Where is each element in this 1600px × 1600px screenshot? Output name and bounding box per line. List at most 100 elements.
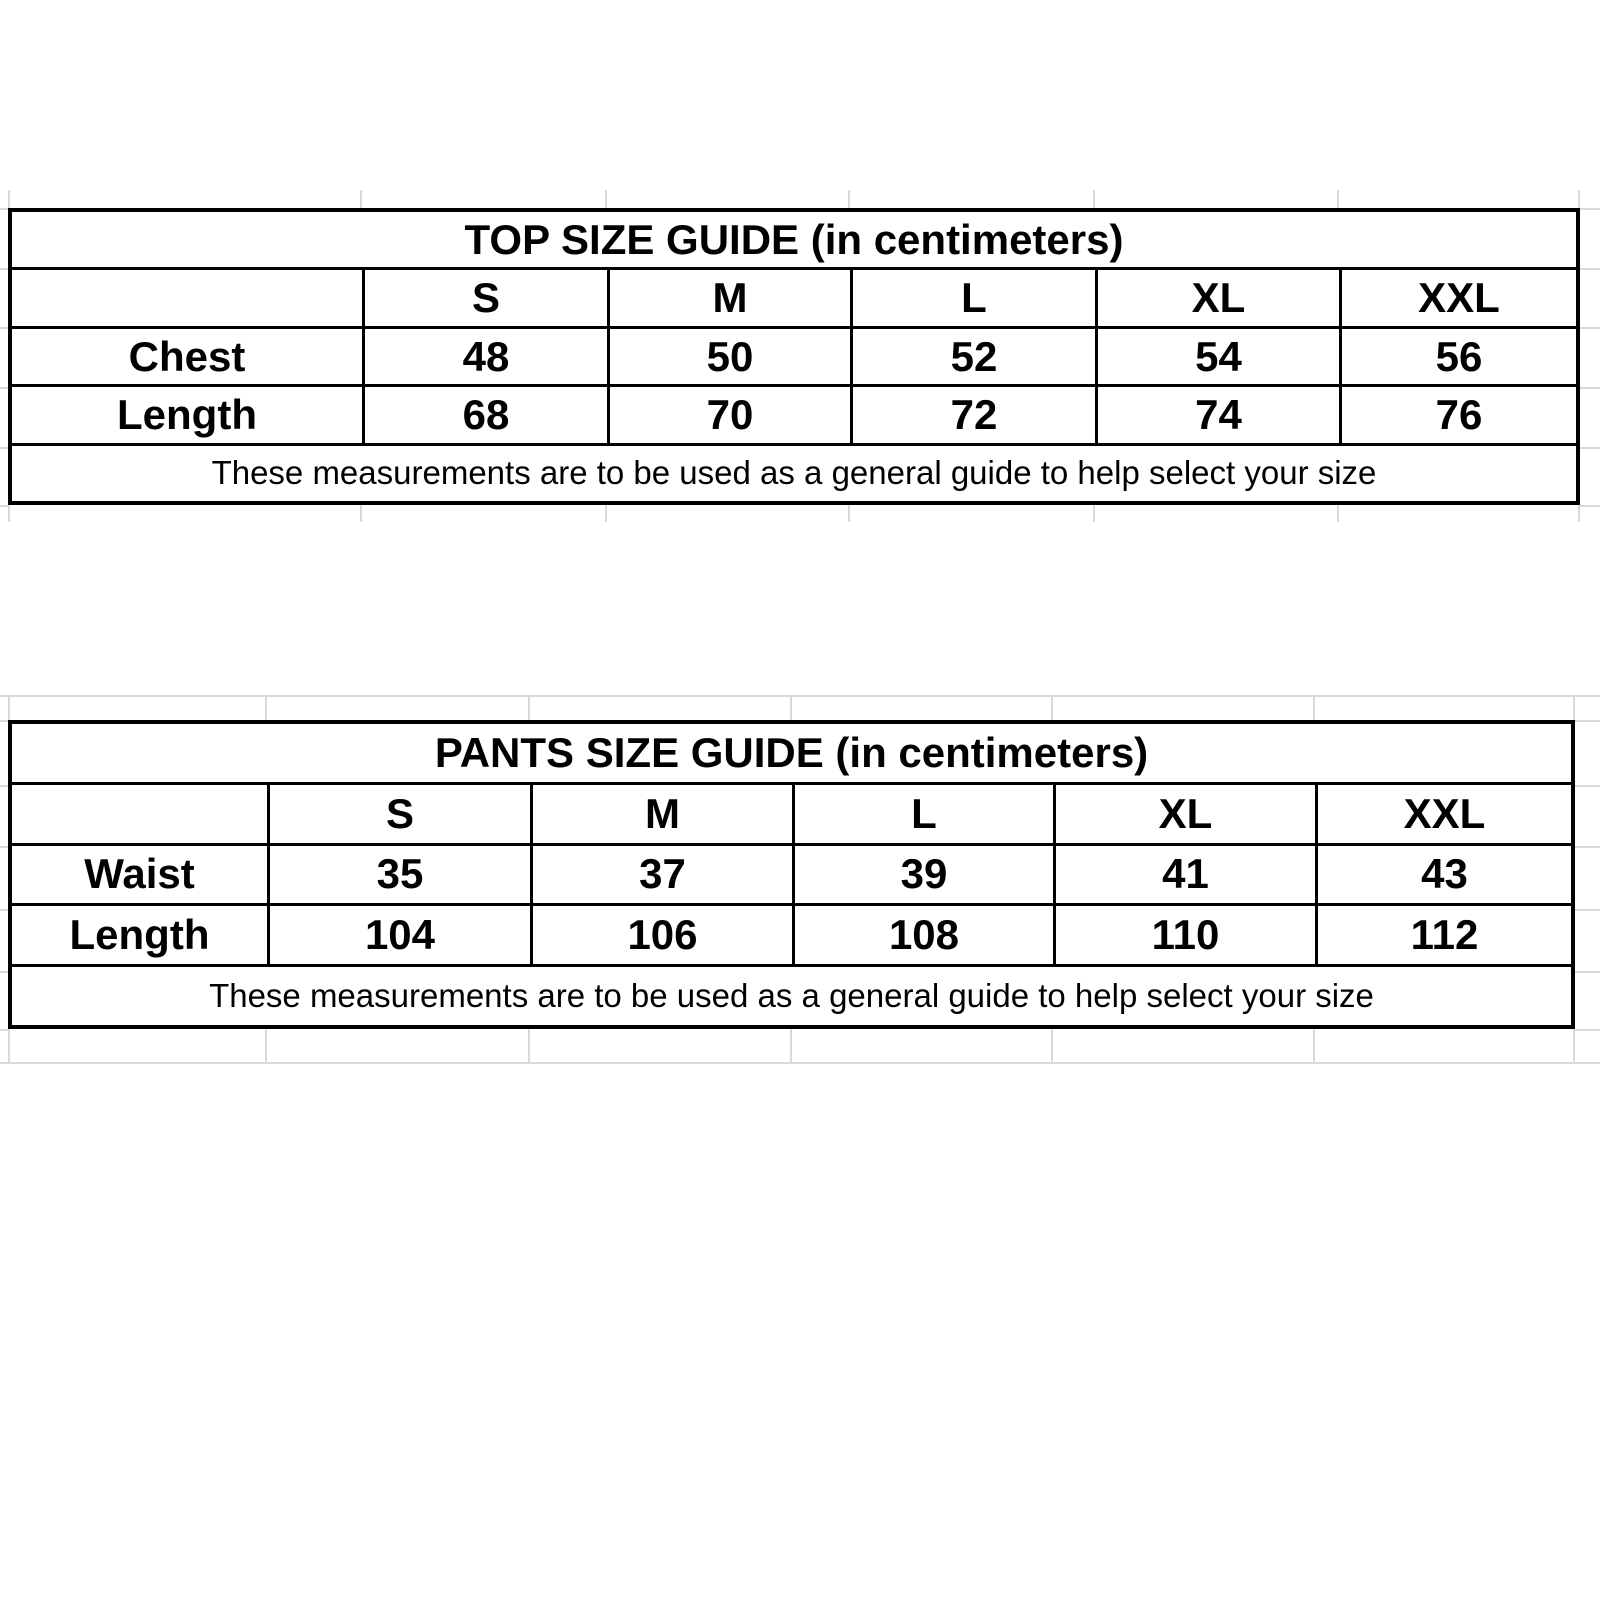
gridline — [1573, 1029, 1575, 1063]
gridline — [790, 695, 792, 722]
gridline — [1575, 909, 1600, 911]
gridline — [1573, 695, 1575, 722]
table-row-chest: Chest 48 50 52 54 56 — [12, 325, 1576, 385]
table-title-row: PANTS SIZE GUIDE (in centimeters) — [12, 724, 1571, 782]
gridline — [1313, 695, 1315, 722]
size-value-cell: 106 — [530, 906, 792, 965]
gridline — [1578, 190, 1580, 208]
gridline — [360, 190, 362, 208]
table-footnote-row: These measurements are to be used as a g… — [12, 442, 1576, 501]
size-value-cell: 70 — [607, 387, 850, 443]
gridline — [265, 1029, 267, 1063]
table-title: PANTS SIZE GUIDE (in centimeters) — [434, 728, 1149, 776]
size-value-cell: 112 — [1315, 906, 1571, 965]
gridline — [528, 695, 530, 722]
size-value-cell: 110 — [1053, 906, 1315, 965]
top-size-table: TOP SIZE GUIDE (in centimeters) S M L XL… — [8, 208, 1580, 505]
gridline — [1575, 785, 1600, 787]
gridline — [265, 695, 267, 722]
gridline — [360, 505, 362, 522]
gridline — [0, 909, 8, 911]
size-value-cell: 54 — [1095, 328, 1339, 385]
table-title: TOP SIZE GUIDE (in centimeters) — [464, 215, 1124, 263]
size-column-header-xxl: XXL — [1315, 784, 1571, 843]
gridline — [1578, 505, 1580, 522]
size-value-cell: 35 — [267, 845, 530, 904]
size-value-cell: 56 — [1339, 328, 1576, 385]
gridline — [0, 846, 8, 848]
gridline — [0, 971, 8, 973]
size-value-cell: 72 — [850, 387, 1095, 443]
table-row-waist: Waist 35 37 39 41 43 — [12, 842, 1571, 904]
gridline — [790, 1029, 792, 1063]
table-header-row: S M L XL XXL — [12, 267, 1576, 326]
gridline — [0, 785, 8, 787]
table-footnote: These measurements are to be used as a g… — [209, 977, 1374, 1015]
gridline — [1575, 846, 1600, 848]
gridline — [0, 720, 8, 722]
gridline — [605, 190, 607, 208]
size-column-header-s: S — [362, 270, 607, 326]
size-value-cell: 76 — [1339, 387, 1576, 443]
gridline — [0, 1062, 1600, 1064]
gridline — [0, 695, 1600, 697]
size-column-header-l: L — [850, 270, 1095, 326]
row-label: Length — [69, 911, 210, 959]
gridline — [1575, 971, 1600, 973]
size-value-cell: 48 — [362, 328, 607, 385]
gridline — [0, 387, 8, 389]
size-column-header-xl: XL — [1053, 784, 1315, 843]
gridline — [1575, 720, 1600, 722]
gridline — [1093, 505, 1095, 522]
gridline — [8, 695, 10, 722]
gridline — [848, 190, 850, 208]
size-column-header-xl: XL — [1095, 270, 1339, 326]
gridline — [1051, 695, 1053, 722]
table-footnote-row: These measurements are to be used as a g… — [12, 964, 1571, 1025]
gridline — [1580, 447, 1600, 449]
gridline — [1313, 1029, 1315, 1063]
size-value-cell: 41 — [1053, 845, 1315, 904]
row-label: Length — [117, 390, 257, 438]
gridline — [0, 208, 8, 210]
gridline — [0, 1029, 8, 1031]
gridline — [1337, 505, 1339, 522]
size-value-cell: 104 — [267, 906, 530, 965]
gridline — [848, 505, 850, 522]
size-value-cell: 37 — [530, 845, 792, 904]
row-label: Waist — [84, 850, 195, 898]
gridline — [0, 327, 8, 329]
size-value-cell: 108 — [792, 906, 1053, 965]
size-column-header-s: S — [267, 784, 530, 843]
pants-size-table: PANTS SIZE GUIDE (in centimeters) S M L … — [8, 720, 1575, 1029]
size-value-cell: 74 — [1095, 387, 1339, 443]
corner-cell — [12, 785, 267, 843]
gridline — [8, 505, 10, 522]
gridline — [0, 505, 8, 507]
gridline — [8, 1029, 10, 1063]
size-value-cell: 50 — [607, 328, 850, 385]
size-column-header-m: M — [607, 270, 850, 326]
gridline — [1580, 327, 1600, 329]
gridline — [1580, 387, 1600, 389]
row-label: Chest — [128, 332, 246, 380]
table-row-length: Length 68 70 72 74 76 — [12, 384, 1576, 443]
gridline — [1575, 1029, 1600, 1031]
gridline — [1580, 208, 1600, 210]
table-header-row: S M L XL XXL — [12, 781, 1571, 843]
gridline — [0, 268, 8, 270]
size-column-header-m: M — [530, 784, 792, 843]
table-footnote: These measurements are to be used as a g… — [211, 454, 1377, 492]
corner-cell — [12, 270, 362, 325]
gridline — [605, 505, 607, 522]
gridline — [1051, 1029, 1053, 1063]
gridline — [528, 1029, 530, 1063]
size-value-cell: 43 — [1315, 845, 1571, 904]
gridline — [0, 447, 8, 449]
gridline — [1580, 505, 1600, 507]
gridline — [8, 190, 10, 208]
size-value-cell: 39 — [792, 845, 1053, 904]
size-value-cell: 68 — [362, 387, 607, 443]
size-column-header-l: L — [792, 784, 1053, 843]
